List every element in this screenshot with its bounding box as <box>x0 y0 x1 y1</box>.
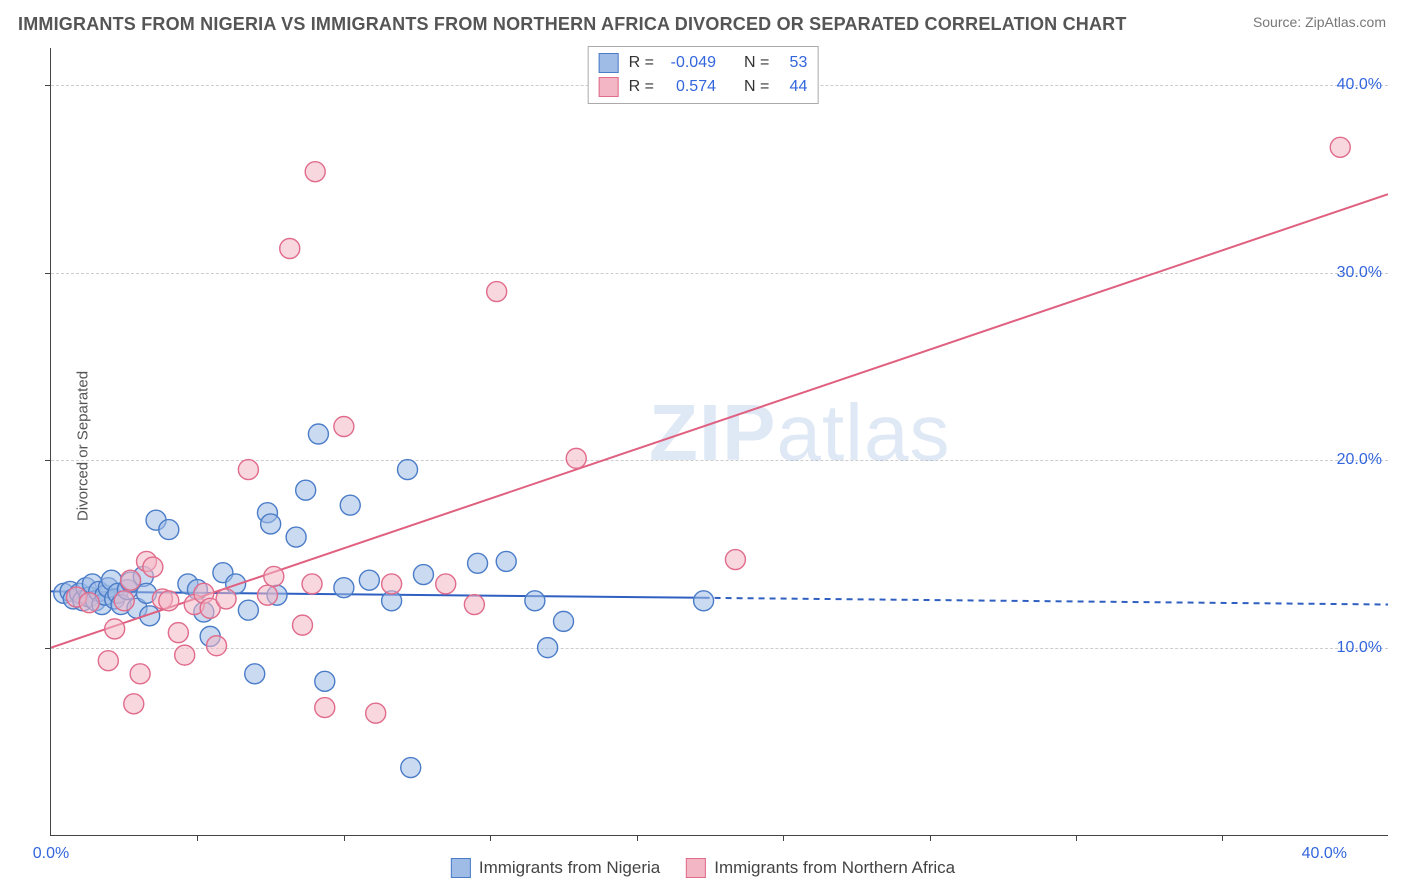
swatch-nigeria <box>599 53 619 73</box>
regression-line <box>51 194 1388 647</box>
data-point <box>168 623 188 643</box>
data-point <box>398 460 418 480</box>
regression-line-dashed <box>704 598 1388 605</box>
data-point <box>334 417 354 437</box>
swatch-northern-africa <box>686 858 706 878</box>
source-label: Source: <box>1253 14 1301 30</box>
n-value-northern-africa: 44 <box>779 75 807 99</box>
data-point <box>401 758 421 778</box>
data-point <box>359 570 379 590</box>
data-point <box>694 591 714 611</box>
data-point <box>525 591 545 611</box>
data-point <box>79 593 99 613</box>
data-point <box>257 585 277 605</box>
data-point <box>308 424 328 444</box>
r-label: R = <box>629 51 654 75</box>
x-tick-mark <box>490 835 491 841</box>
source-value: ZipAtlas.com <box>1305 14 1386 30</box>
plot-area: ZIPatlas 10.0%20.0%30.0%40.0%0.0%40.0% <box>50 48 1388 836</box>
data-point <box>238 600 258 620</box>
data-point <box>566 448 586 468</box>
data-point <box>264 566 284 586</box>
x-tick-label: 0.0% <box>33 845 69 863</box>
x-tick-mark <box>930 835 931 841</box>
n-label: N = <box>744 75 769 99</box>
r-value-northern-africa: 0.574 <box>664 75 716 99</box>
legend-row-nigeria: R = -0.049 N = 53 <box>599 51 808 75</box>
data-point <box>1330 137 1350 157</box>
data-point <box>245 664 265 684</box>
data-point <box>292 615 312 635</box>
data-point <box>554 611 574 631</box>
legend-item-nigeria: Immigrants from Nigeria <box>451 858 660 878</box>
swatch-northern-africa <box>599 77 619 97</box>
r-label: R = <box>629 75 654 99</box>
x-tick-mark <box>1076 835 1077 841</box>
data-point <box>130 664 150 684</box>
data-point <box>216 589 236 609</box>
data-point <box>280 238 300 258</box>
x-tick-label: 40.0% <box>1302 845 1347 863</box>
data-point <box>725 550 745 570</box>
data-point <box>98 651 118 671</box>
data-point <box>121 570 141 590</box>
x-tick-mark <box>783 835 784 841</box>
data-point <box>124 694 144 714</box>
data-point <box>105 619 125 639</box>
data-point <box>143 557 163 577</box>
data-point <box>315 698 335 718</box>
n-label: N = <box>744 51 769 75</box>
x-tick-mark <box>197 835 198 841</box>
swatch-nigeria <box>451 858 471 878</box>
data-point <box>296 480 316 500</box>
data-point <box>413 565 433 585</box>
data-point <box>315 671 335 691</box>
data-point <box>159 520 179 540</box>
data-point <box>175 645 195 665</box>
correlation-legend: R = -0.049 N = 53 R = 0.574 N = 44 <box>588 46 819 104</box>
data-point <box>487 282 507 302</box>
data-point <box>496 551 516 571</box>
data-point <box>382 574 402 594</box>
scatter-svg <box>51 48 1388 835</box>
x-tick-mark <box>344 835 345 841</box>
data-point <box>114 591 134 611</box>
data-point <box>261 514 281 534</box>
legend-label-northern-africa: Immigrants from Northern Africa <box>714 858 955 878</box>
data-point <box>538 638 558 658</box>
data-point <box>468 553 488 573</box>
n-value-nigeria: 53 <box>779 51 807 75</box>
data-point <box>286 527 306 547</box>
data-point <box>159 591 179 611</box>
legend-label-nigeria: Immigrants from Nigeria <box>479 858 660 878</box>
data-point <box>464 595 484 615</box>
data-point <box>334 578 354 598</box>
data-point <box>238 460 258 480</box>
source-attribution: Source: ZipAtlas.com <box>1253 14 1386 30</box>
data-point <box>436 574 456 594</box>
series-legend: Immigrants from Nigeria Immigrants from … <box>451 858 955 878</box>
x-tick-mark <box>637 835 638 841</box>
data-point <box>340 495 360 515</box>
data-point <box>207 636 227 656</box>
chart-title: IMMIGRANTS FROM NIGERIA VS IMMIGRANTS FR… <box>18 14 1127 35</box>
data-point <box>366 703 386 723</box>
r-value-nigeria: -0.049 <box>664 51 716 75</box>
legend-row-northern-africa: R = 0.574 N = 44 <box>599 75 808 99</box>
data-point <box>302 574 322 594</box>
x-tick-mark <box>1222 835 1223 841</box>
legend-item-northern-africa: Immigrants from Northern Africa <box>686 858 955 878</box>
data-point <box>305 162 325 182</box>
